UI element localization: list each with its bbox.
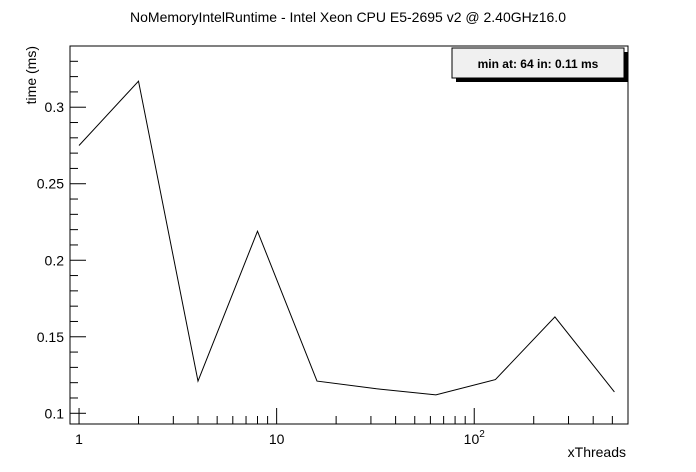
x-tick-label: 10 bbox=[269, 431, 285, 447]
legend-annotation: min at: 64 in: 0.11 ms bbox=[478, 57, 599, 71]
y-tick-label: 0.3 bbox=[45, 99, 65, 115]
x-tick-label: 102 bbox=[464, 429, 486, 447]
series-layer bbox=[78, 80, 615, 396]
y-axis-label: time (ms) bbox=[23, 46, 39, 104]
y-tick-label: 0.2 bbox=[45, 252, 65, 268]
legend-box: min at: 64 in: 0.11 ms bbox=[451, 47, 628, 82]
x-axis-label: xThreads bbox=[568, 444, 626, 460]
plot-frame bbox=[69, 45, 629, 425]
y-tick-label: 0.1 bbox=[45, 405, 65, 421]
x-axis-ticks: 1 10 102 bbox=[69, 408, 629, 447]
series-line bbox=[78, 80, 615, 396]
chart-title: NoMemoryIntelRuntime - Intel Xeon CPU E5… bbox=[130, 9, 566, 25]
y-axis-ticks: 0.1 0.15 0.2 0.25 0.3 bbox=[37, 45, 86, 421]
legend-frame bbox=[451, 47, 625, 79]
y-tick-label: 0.15 bbox=[37, 329, 64, 345]
x-tick-label: 1 bbox=[75, 431, 83, 447]
y-tick-label: 0.25 bbox=[37, 176, 64, 192]
